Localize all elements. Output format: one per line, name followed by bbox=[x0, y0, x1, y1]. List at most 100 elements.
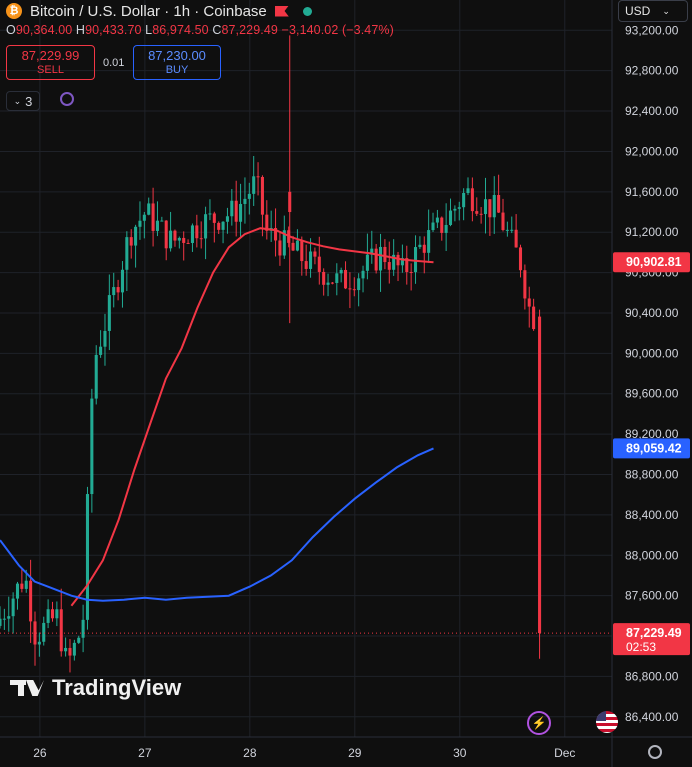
y-tick-label: 89,600.00 bbox=[625, 387, 679, 401]
candle-body bbox=[204, 214, 208, 239]
indicator-count: 3 bbox=[25, 93, 33, 109]
x-tick-label: 26 bbox=[33, 746, 47, 760]
candle-body bbox=[335, 273, 339, 283]
candle-body bbox=[107, 295, 111, 331]
candle-body bbox=[514, 229, 518, 248]
candle-body bbox=[112, 287, 116, 296]
candle-body bbox=[457, 207, 461, 209]
candle-body bbox=[42, 622, 46, 642]
candle-body bbox=[125, 237, 129, 270]
price-tag-value: 90,902.81 bbox=[626, 255, 682, 269]
candle-body bbox=[326, 282, 330, 285]
candle-body bbox=[374, 248, 378, 271]
candle-body bbox=[444, 224, 448, 233]
price-tag-value: 89,059.42 bbox=[626, 441, 682, 455]
candle-body bbox=[453, 208, 457, 211]
candle-body bbox=[0, 618, 2, 626]
candle-body bbox=[313, 251, 317, 257]
candle-body bbox=[186, 242, 190, 244]
ohlc-readout: O90,364.00 H90,433.70 L86,974.50 C87,229… bbox=[6, 23, 394, 37]
candle-body bbox=[497, 195, 501, 213]
candle-body bbox=[195, 225, 199, 239]
buy-price: 87,230.00 bbox=[148, 48, 206, 63]
ma-slow-line bbox=[0, 447, 434, 602]
candle-body bbox=[55, 609, 59, 619]
candle-body bbox=[295, 240, 299, 251]
y-tick-label: 90,400.00 bbox=[625, 306, 679, 320]
candle-body bbox=[479, 213, 483, 215]
x-tick-label: 27 bbox=[138, 746, 152, 760]
candle-body bbox=[138, 220, 142, 227]
candle-body bbox=[348, 288, 352, 290]
candle-body bbox=[230, 200, 234, 217]
candle-body bbox=[208, 213, 212, 215]
brand-name: TradingView bbox=[52, 675, 182, 700]
candle-body bbox=[288, 191, 292, 213]
candle-body bbox=[431, 222, 435, 231]
candle-body bbox=[370, 248, 374, 255]
y-tick-label: 93,200.00 bbox=[625, 23, 679, 37]
y-tick-label: 86,400.00 bbox=[625, 710, 679, 724]
candle-body bbox=[532, 306, 536, 330]
flag-icon[interactable] bbox=[274, 5, 289, 17]
y-tick-label: 88,400.00 bbox=[625, 508, 679, 522]
symbol-title: Bitcoin / U.S. Dollar · 1h · Coinbase bbox=[30, 2, 267, 20]
candle-body bbox=[15, 583, 20, 599]
x-tick-label: 29 bbox=[348, 746, 362, 760]
candle-body bbox=[510, 229, 514, 231]
loop-icon[interactable] bbox=[60, 92, 74, 106]
candle-body bbox=[151, 203, 155, 231]
candle-body bbox=[501, 212, 505, 231]
market-status-dot bbox=[302, 6, 312, 16]
candle-body bbox=[357, 278, 361, 291]
candle-body bbox=[462, 193, 466, 208]
spread-value: 0.01 bbox=[103, 57, 125, 69]
candle-body bbox=[169, 230, 173, 249]
candle-body bbox=[361, 270, 365, 279]
candle-body bbox=[317, 256, 321, 272]
y-tick-label: 87,600.00 bbox=[625, 589, 679, 603]
candle-body bbox=[164, 220, 168, 249]
candle-body bbox=[379, 246, 383, 271]
candle-body bbox=[256, 176, 260, 178]
candle-body bbox=[538, 316, 542, 634]
tradingview-logo: TradingView bbox=[10, 675, 181, 701]
candle-body bbox=[352, 289, 356, 291]
candle-body bbox=[177, 237, 181, 241]
sell-button[interactable]: 87,229.99 SELL bbox=[6, 45, 95, 80]
symbol-header[interactable]: ₿ Bitcoin / U.S. Dollar · 1h · Coinbase bbox=[6, 0, 312, 22]
candle-body bbox=[435, 217, 439, 223]
candle-body bbox=[59, 609, 63, 652]
candle-body bbox=[77, 637, 81, 643]
candle-body bbox=[243, 198, 247, 204]
settings-icon[interactable] bbox=[648, 745, 662, 759]
candle-body bbox=[365, 254, 369, 271]
candle-body bbox=[488, 199, 492, 218]
candle-body bbox=[120, 269, 125, 293]
currency-select[interactable]: USD ⌄ bbox=[618, 0, 688, 22]
candle-body bbox=[475, 211, 479, 214]
candle-body bbox=[85, 494, 90, 620]
flag-us-icon[interactable] bbox=[596, 711, 618, 733]
candle-body bbox=[440, 217, 444, 233]
candle-body bbox=[103, 330, 107, 347]
ma-fast-line bbox=[70, 227, 434, 607]
x-tick-label: 28 bbox=[243, 746, 257, 760]
candle-body bbox=[527, 298, 531, 307]
bolt-icon[interactable]: ⚡ bbox=[527, 711, 551, 735]
candle-body bbox=[413, 247, 418, 273]
candle-body bbox=[50, 609, 55, 619]
chevron-down-icon: ⌄ bbox=[662, 5, 670, 16]
candle-body bbox=[11, 598, 15, 617]
y-tick-label: 88,000.00 bbox=[625, 548, 679, 562]
indicators-toggle[interactable]: ⌄ 3 bbox=[6, 91, 40, 111]
candle-body bbox=[427, 230, 431, 253]
candle-body bbox=[247, 193, 251, 199]
buy-button[interactable]: 87,230.00 BUY bbox=[133, 45, 221, 80]
buy-label: BUY bbox=[165, 64, 189, 76]
price-tag-countdown: 02:53 bbox=[626, 640, 656, 654]
candle-body bbox=[199, 238, 203, 240]
candle-body bbox=[99, 346, 103, 355]
